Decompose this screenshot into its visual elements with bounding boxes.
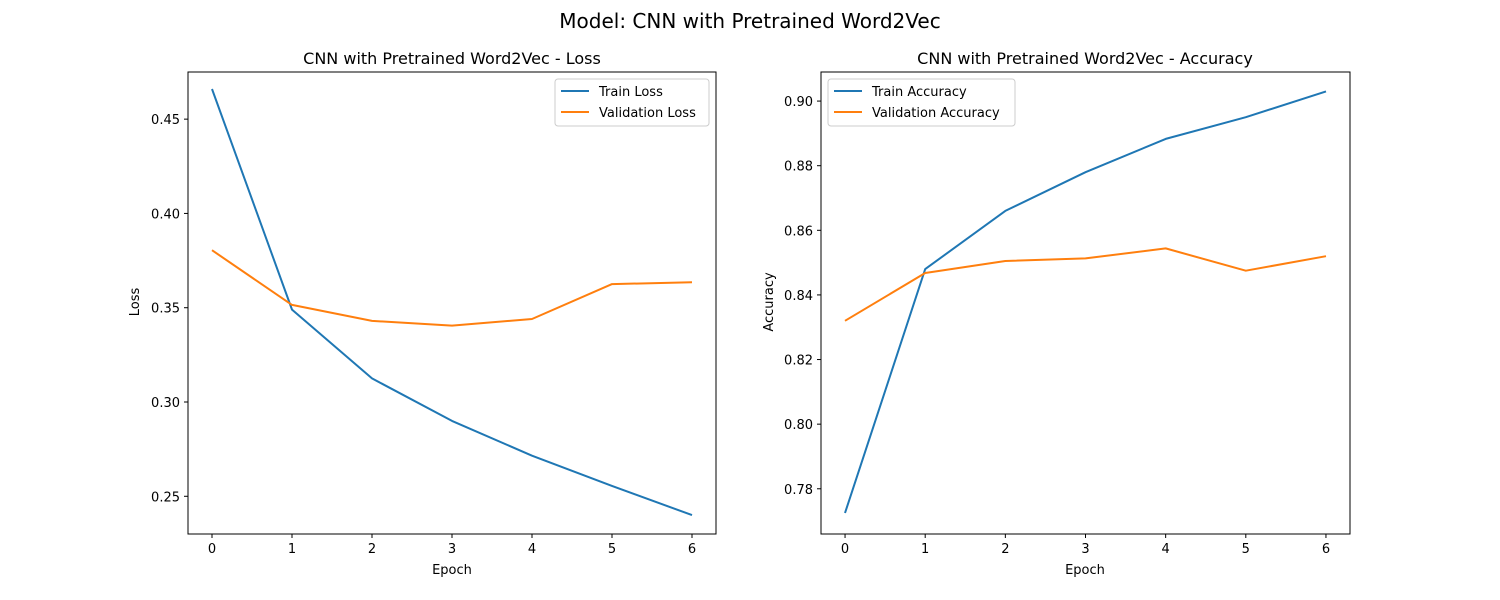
axes-frame <box>820 71 1351 535</box>
y-axis-label: Loss <box>128 288 143 317</box>
y-tick-label: 0.84 <box>784 289 813 304</box>
plot-area: 0 1 2 3 4 5 6 0.25 0.30 0.35 0.40 0.45 Train Loss Val… <box>151 71 717 557</box>
y-tick-label: 0.35 <box>151 302 180 317</box>
legend-label: Validation Accuracy <box>872 106 1000 121</box>
y-tick-label: 0.80 <box>784 418 813 433</box>
y-tick-label: 0.25 <box>151 490 180 505</box>
x-axis-label: Epoch <box>1065 563 1105 578</box>
x-tick-label: 1 <box>921 542 929 557</box>
axes-frame <box>187 71 717 535</box>
y-tick-label: 0.82 <box>784 354 813 369</box>
legend-label: Train Accuracy <box>871 85 967 100</box>
x-axis-label: Epoch <box>432 563 472 578</box>
x-tick-label: 3 <box>448 542 456 557</box>
x-tick-label: 4 <box>1162 542 1170 557</box>
plot-area: 0 1 2 3 4 5 6 0.78 0.80 0.82 0.84 0.86 0.88 0.90 Train… <box>784 71 1351 557</box>
legend: Train Accuracy Validation Accuracy <box>827 78 1016 127</box>
legend-box <box>554 78 710 127</box>
loss-chart: CNN with Pretrained Word2Vec - Loss Epoc… <box>128 49 717 578</box>
legend-label: Validation Loss <box>599 106 696 121</box>
y-tick-label: 0.45 <box>151 113 180 128</box>
y-tick-label: 0.30 <box>151 396 180 411</box>
x-tick-label: 6 <box>688 542 696 557</box>
chart-title: CNN with Pretrained Word2Vec - Accuracy <box>917 49 1253 68</box>
x-tick-label: 5 <box>608 542 616 557</box>
y-tick-label: 0.88 <box>784 160 813 175</box>
x-tick-label: 0 <box>841 542 849 557</box>
y-tick-label: 0.40 <box>151 207 180 222</box>
y-tick-label: 0.86 <box>784 224 813 239</box>
chart-title: CNN with Pretrained Word2Vec - Loss <box>303 49 601 68</box>
series-line-train-loss <box>211 88 693 517</box>
x-tick-label: 0 <box>208 542 216 557</box>
x-tick-label: 4 <box>528 542 536 557</box>
legend-label: Train Loss <box>598 85 663 100</box>
y-tick-label: 0.90 <box>784 95 813 110</box>
figure-suptitle: Model: CNN with Pretrained Word2Vec <box>559 9 940 33</box>
legend-box <box>827 78 1016 127</box>
x-tick-label: 6 <box>1322 542 1330 557</box>
accuracy-chart: CNN with Pretrained Word2Vec - Accuracy … <box>762 49 1351 578</box>
series-line-validation-loss <box>211 249 693 327</box>
x-tick-label: 3 <box>1081 542 1089 557</box>
x-tick-label: 5 <box>1242 542 1250 557</box>
x-tick-label: 1 <box>288 542 296 557</box>
series-line-validation-accuracy <box>844 247 1327 322</box>
x-tick-label: 2 <box>1001 542 1009 557</box>
y-axis-label: Accuracy <box>762 272 777 332</box>
legend: Train Loss Validation Loss <box>554 78 710 127</box>
y-tick-label: 0.78 <box>784 483 813 498</box>
series-line-train-accuracy <box>844 90 1327 514</box>
x-tick-label: 2 <box>368 542 376 557</box>
